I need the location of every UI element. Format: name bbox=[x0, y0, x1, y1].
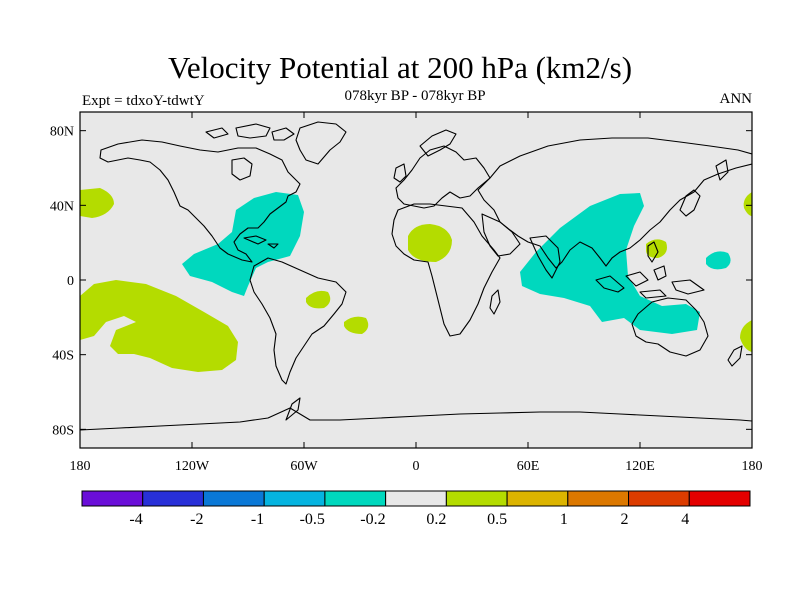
coast-greenland bbox=[295, 121, 347, 165]
season-label: ANN bbox=[719, 91, 753, 107]
positive-anomaly-east-edge-north bbox=[743, 192, 752, 216]
coast-philippines bbox=[647, 241, 659, 263]
lat-tick-label: 80N bbox=[50, 125, 74, 140]
coast-kamchatka bbox=[715, 159, 729, 181]
coast-australia bbox=[631, 297, 709, 357]
anomaly-regions bbox=[80, 188, 752, 372]
positive-anomaly-south-atlantic bbox=[344, 316, 369, 334]
lon-tick-label: 60W bbox=[290, 459, 318, 474]
colorbar-swatch bbox=[385, 490, 447, 507]
colorbar-swatch bbox=[202, 490, 265, 507]
coast-india bbox=[529, 235, 561, 279]
colorbar-label: -4 bbox=[129, 511, 142, 528]
negative-anomaly-indo-pacific bbox=[520, 193, 700, 334]
experiment-label: Expt = tdxoY-tdwtY bbox=[82, 93, 205, 109]
coast-south-america bbox=[249, 257, 347, 385]
coast-indonesia bbox=[595, 265, 705, 299]
lat-tick-label: 0 bbox=[67, 274, 74, 289]
colorbar-label: 1 bbox=[560, 511, 568, 528]
colorbar-label: 0.5 bbox=[487, 511, 507, 528]
colorbar-label: 4 bbox=[681, 511, 689, 528]
negative-anomaly-pacific-small bbox=[706, 251, 731, 270]
latitude-axis: 80N 40N 0 40S 80S bbox=[50, 125, 752, 438]
coast-british-isles bbox=[393, 163, 407, 183]
coast-europe bbox=[395, 145, 491, 209]
longitude-axis: 180 120W 60W 0 60E 120E 180 bbox=[70, 112, 763, 474]
colorbar-swatch bbox=[567, 490, 630, 507]
coast-antarctica bbox=[80, 407, 752, 431]
colorbar: -4 -2 -1 -0.5 -0.2 0.2 0.5 1 2 4 bbox=[81, 490, 751, 528]
colorbar-label: -0.5 bbox=[300, 511, 325, 528]
colorbar-swatch bbox=[445, 490, 508, 507]
colorbar-label: 2 bbox=[621, 511, 629, 528]
coast-africa bbox=[391, 203, 501, 337]
coast-japan bbox=[679, 189, 701, 217]
positive-anomaly-east-edge-south bbox=[740, 320, 752, 352]
coast-caribbean bbox=[243, 235, 279, 249]
colorbar-swatch bbox=[142, 490, 204, 507]
lon-tick-label: 180 bbox=[742, 459, 763, 474]
lon-tick-label: 120E bbox=[625, 459, 655, 474]
map-title: Velocity Potential at 200 hPa (km2/s) bbox=[167, 50, 633, 85]
map-background bbox=[80, 112, 752, 448]
coast-antarctic-peninsula bbox=[285, 397, 301, 421]
lat-tick-label: 80S bbox=[52, 423, 74, 438]
lat-tick-label: 40N bbox=[50, 199, 74, 214]
colorbar-swatch bbox=[324, 490, 387, 507]
lat-tick-label: 40S bbox=[52, 349, 74, 364]
coastlines bbox=[80, 121, 752, 431]
map-subtitle: 078kyr BP - 078kyr BP bbox=[344, 88, 486, 104]
colorbar-swatch bbox=[263, 490, 326, 507]
colorbar-label: -2 bbox=[190, 511, 203, 528]
negative-anomaly-atlantic bbox=[182, 192, 304, 296]
coast-arabia bbox=[481, 213, 521, 257]
colorbar-swatch bbox=[81, 490, 144, 507]
colorbar-label: -0.2 bbox=[360, 511, 385, 528]
coast-madagascar bbox=[489, 289, 501, 315]
lon-tick-label: 180 bbox=[70, 459, 91, 474]
coast-scandinavia bbox=[419, 129, 457, 157]
positive-anomaly-east-pacific bbox=[80, 280, 238, 372]
coast-new-zealand bbox=[727, 345, 743, 367]
coast-arctic-islands bbox=[205, 123, 295, 141]
positive-anomaly-africa bbox=[408, 224, 452, 262]
colorbar-swatch bbox=[688, 490, 751, 507]
lon-tick-label: 120W bbox=[175, 459, 210, 474]
coast-north-america bbox=[99, 139, 301, 263]
coast-asia bbox=[477, 137, 752, 269]
colorbar-swatch bbox=[506, 490, 569, 507]
colorbar-label: 0.2 bbox=[426, 511, 446, 528]
lon-tick-label: 60E bbox=[517, 459, 540, 474]
positive-anomaly-north-pacific-west bbox=[80, 188, 114, 218]
colorbar-swatch bbox=[628, 490, 690, 507]
lon-tick-label: 0 bbox=[413, 459, 420, 474]
colorbar-label: -1 bbox=[251, 511, 264, 528]
positive-anomaly-south-america bbox=[306, 290, 331, 309]
coast-hudson-bay bbox=[231, 157, 253, 181]
